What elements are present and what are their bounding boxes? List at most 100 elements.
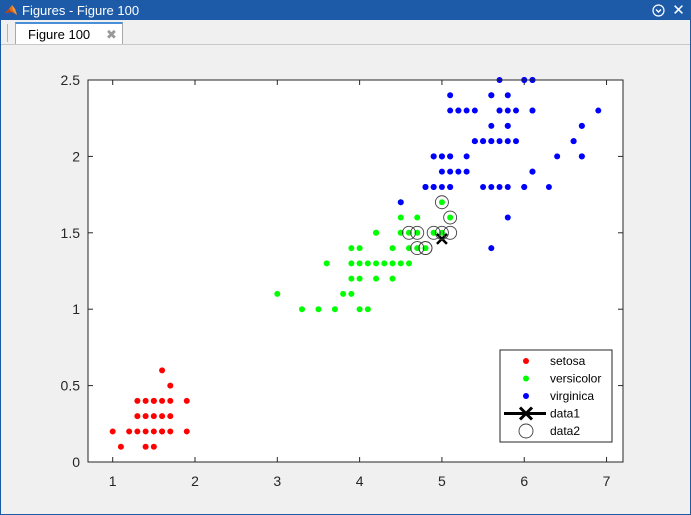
data2-point — [434, 195, 449, 210]
versicolor-point — [356, 275, 363, 282]
close-icon[interactable]: ✕ — [672, 2, 685, 19]
versicolor-point — [406, 260, 412, 267]
data2-point — [410, 241, 425, 256]
virginica-point — [496, 183, 503, 190]
tab-strip-edge — [7, 24, 12, 42]
setosa-point — [150, 428, 157, 435]
virginica-point — [529, 168, 536, 175]
setosa-point — [159, 428, 166, 435]
virginica-point — [447, 92, 454, 99]
setosa-point — [159, 413, 166, 420]
setosa-point — [150, 413, 157, 420]
setosa-point — [183, 397, 190, 404]
versicolor-point — [348, 245, 355, 252]
setosa-point — [159, 397, 166, 404]
virginica-point — [438, 183, 445, 190]
legend-label-data2: data2 — [550, 424, 580, 438]
window-titlebar[interactable]: Figures - Figure 100 ✕ — [1, 1, 690, 20]
y-tick-label: 1.5 — [61, 225, 81, 241]
versicolor-point — [356, 306, 363, 313]
versicolor-point — [348, 260, 355, 267]
versicolor-point — [447, 214, 454, 221]
virginica-point — [447, 107, 454, 114]
versicolor-point — [373, 260, 380, 267]
versicolor-point — [356, 245, 363, 252]
matlab-icon — [5, 5, 17, 15]
virginica-point — [504, 183, 511, 190]
versicolor-point — [348, 290, 355, 297]
virginica-point — [471, 107, 478, 114]
y-tick-label: 0 — [72, 454, 80, 470]
virginica-point — [504, 214, 511, 221]
setosa-point — [142, 413, 149, 420]
tab-strip: Figure 100 ✖ — [1, 20, 690, 45]
window-title: Figures - Figure 100 — [22, 3, 140, 18]
virginica-point — [578, 153, 585, 160]
x-tick-label: 6 — [520, 473, 528, 489]
y-tick-label: 1 — [72, 301, 80, 317]
virginica-point — [488, 183, 495, 190]
virginica-point — [521, 183, 528, 190]
versicolor-point — [438, 199, 445, 206]
setosa-point — [142, 428, 149, 435]
chevron-down-icon[interactable] — [651, 3, 666, 18]
tab-label: Figure 100 — [28, 27, 91, 42]
virginica-point — [496, 138, 503, 145]
virginica-point — [513, 107, 519, 114]
close-icon[interactable]: ✖ — [106, 27, 117, 42]
setosa-point — [109, 428, 116, 435]
virginica-point — [595, 107, 602, 114]
virginica-point — [504, 107, 511, 114]
virginica-point — [430, 183, 437, 190]
versicolor-point — [389, 275, 396, 282]
versicolor-point — [414, 214, 421, 221]
setosa-point — [134, 428, 141, 435]
versicolor-point — [299, 306, 305, 313]
setosa-point — [167, 382, 174, 389]
virginica-point — [455, 168, 462, 175]
virginica-point — [488, 138, 495, 145]
virginica-point — [397, 199, 404, 206]
setosa-point — [142, 443, 149, 450]
setosa-point — [117, 443, 124, 450]
virginica-point — [529, 107, 536, 114]
virginica-point — [471, 138, 478, 145]
virginica-point — [422, 183, 429, 190]
data2-point — [443, 225, 458, 240]
legend-marker-setosa — [523, 358, 529, 364]
setosa-point — [167, 428, 174, 435]
virginica-point — [554, 153, 561, 160]
tab-figure-100[interactable]: Figure 100 ✖ — [15, 22, 123, 44]
x-tick-label: 7 — [603, 473, 611, 489]
legend-marker-versicolor — [523, 375, 529, 382]
versicolor-point — [364, 306, 371, 313]
setosa-point — [126, 428, 133, 435]
versicolor-point — [389, 260, 396, 267]
virginica-point — [504, 122, 511, 129]
y-tick-label: 2 — [72, 148, 80, 164]
versicolor-point — [315, 306, 322, 313]
x-tick-label: 5 — [438, 473, 446, 489]
legend-box[interactable] — [499, 349, 613, 443]
versicolor-point — [331, 306, 338, 313]
scatter-plot[interactable]: 1 2 3 4 5 6 7 0 0.5 1 1.5 2 2.5 setosa versicolor virgi… — [1, 45, 690, 514]
setosa-point — [150, 443, 157, 450]
legend-marker-data1 — [518, 406, 534, 421]
figure-canvas: 1 2 3 4 5 6 7 0 0.5 1 1.5 2 2.5 setosa versicolor virgi… — [1, 45, 690, 514]
virginica-point — [488, 245, 495, 252]
virginica-point — [504, 138, 511, 145]
virginica-point — [496, 107, 503, 114]
virginica-point — [480, 138, 487, 145]
virginica-point — [488, 122, 495, 129]
legend-marker-virginica — [523, 393, 529, 399]
versicolor-point — [348, 275, 355, 282]
versicolor-point — [381, 260, 388, 267]
versicolor-point — [373, 229, 380, 236]
x-tick-label: 3 — [273, 473, 281, 489]
virginica-point — [430, 153, 437, 160]
axes-box — [87, 79, 624, 463]
legend-label-setosa: setosa — [550, 354, 586, 368]
virginica-point — [480, 183, 487, 190]
versicolor-point — [340, 290, 347, 297]
